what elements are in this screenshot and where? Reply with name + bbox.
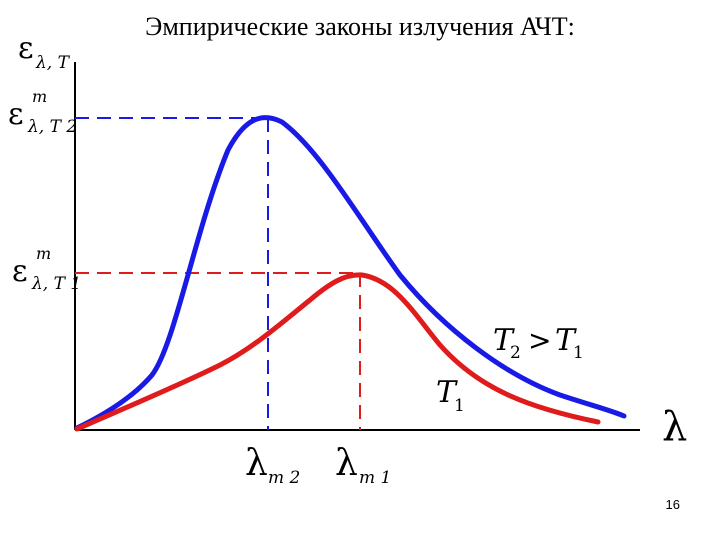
slide-title: Эмпирические законы излучения АЧТ: (145, 12, 575, 41)
x-axis-label: λ (662, 404, 687, 450)
svg-text:λ: λ (245, 443, 268, 484)
curve-t1 (74, 272, 601, 432)
svg-text:m 2: m 2 (268, 468, 300, 488)
svg-text:T: T (436, 375, 458, 410)
y-axis-label: ε λ, T (18, 31, 71, 73)
curve-t1-label: T 1 (436, 375, 465, 416)
svg-text:ε: ε (12, 254, 28, 289)
svg-text:ε: ε (8, 97, 24, 132)
svg-text:1: 1 (454, 396, 465, 416)
svg-text:λ: λ (335, 443, 358, 484)
svg-text:m: m (32, 87, 47, 106)
page-number: 16 (665, 497, 680, 512)
svg-text:λ, T: λ, T (35, 53, 71, 73)
svg-text:1: 1 (573, 343, 584, 363)
svg-text:T: T (493, 323, 515, 358)
lambda-m2-label: λ m 2 (245, 443, 300, 488)
svg-text:m 1: m 1 (359, 468, 391, 488)
svg-text:2: 2 (510, 343, 521, 363)
svg-text:ε: ε (18, 31, 34, 66)
curve-t2-label: T 2 > T 1 (493, 323, 584, 363)
svg-text:λ, T 1: λ, T 1 (31, 274, 81, 294)
svg-text:>: > (528, 324, 551, 357)
svg-text:λ, T 2: λ, T 2 (27, 117, 77, 137)
lambda-m1-label: λ m 1 (335, 443, 391, 488)
curve-t2 (74, 115, 627, 431)
peak1-label: ε m λ, T 1 (12, 244, 81, 294)
svg-text:m: m (36, 244, 51, 263)
svg-text:T: T (555, 323, 577, 358)
peak2-label: ε m λ, T 2 (8, 87, 77, 137)
